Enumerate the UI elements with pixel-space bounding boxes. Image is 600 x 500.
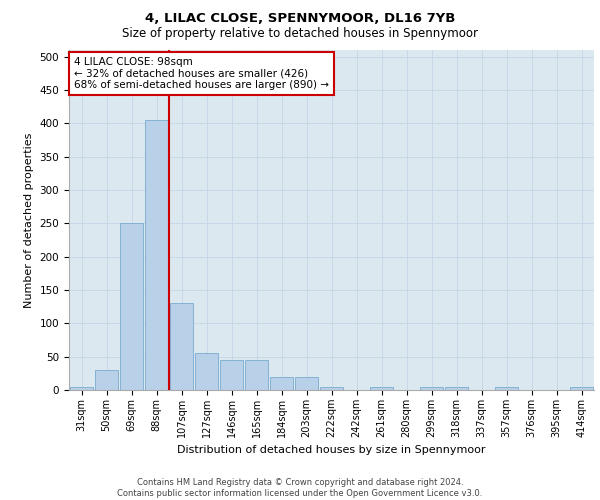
Bar	[95, 370, 118, 390]
Y-axis label: Number of detached properties: Number of detached properties	[24, 132, 34, 308]
Bar	[270, 376, 293, 390]
Bar	[320, 386, 343, 390]
Bar	[420, 386, 443, 390]
Text: 4, LILAC CLOSE, SPENNYMOOR, DL16 7YB: 4, LILAC CLOSE, SPENNYMOOR, DL16 7YB	[145, 12, 455, 26]
Bar	[220, 360, 243, 390]
Text: 4 LILAC CLOSE: 98sqm
← 32% of detached houses are smaller (426)
68% of semi-deta: 4 LILAC CLOSE: 98sqm ← 32% of detached h…	[74, 57, 329, 90]
Bar	[245, 360, 268, 390]
Bar	[495, 386, 518, 390]
Bar	[195, 354, 218, 390]
Bar	[120, 224, 143, 390]
Text: Contains HM Land Registry data © Crown copyright and database right 2024.
Contai: Contains HM Land Registry data © Crown c…	[118, 478, 482, 498]
Bar	[70, 386, 93, 390]
Bar	[170, 304, 193, 390]
Bar	[145, 120, 168, 390]
Bar	[570, 386, 593, 390]
Bar	[295, 376, 318, 390]
Bar	[370, 386, 393, 390]
Text: Size of property relative to detached houses in Spennymoor: Size of property relative to detached ho…	[122, 28, 478, 40]
X-axis label: Distribution of detached houses by size in Spennymoor: Distribution of detached houses by size …	[177, 446, 486, 456]
Bar	[445, 386, 468, 390]
